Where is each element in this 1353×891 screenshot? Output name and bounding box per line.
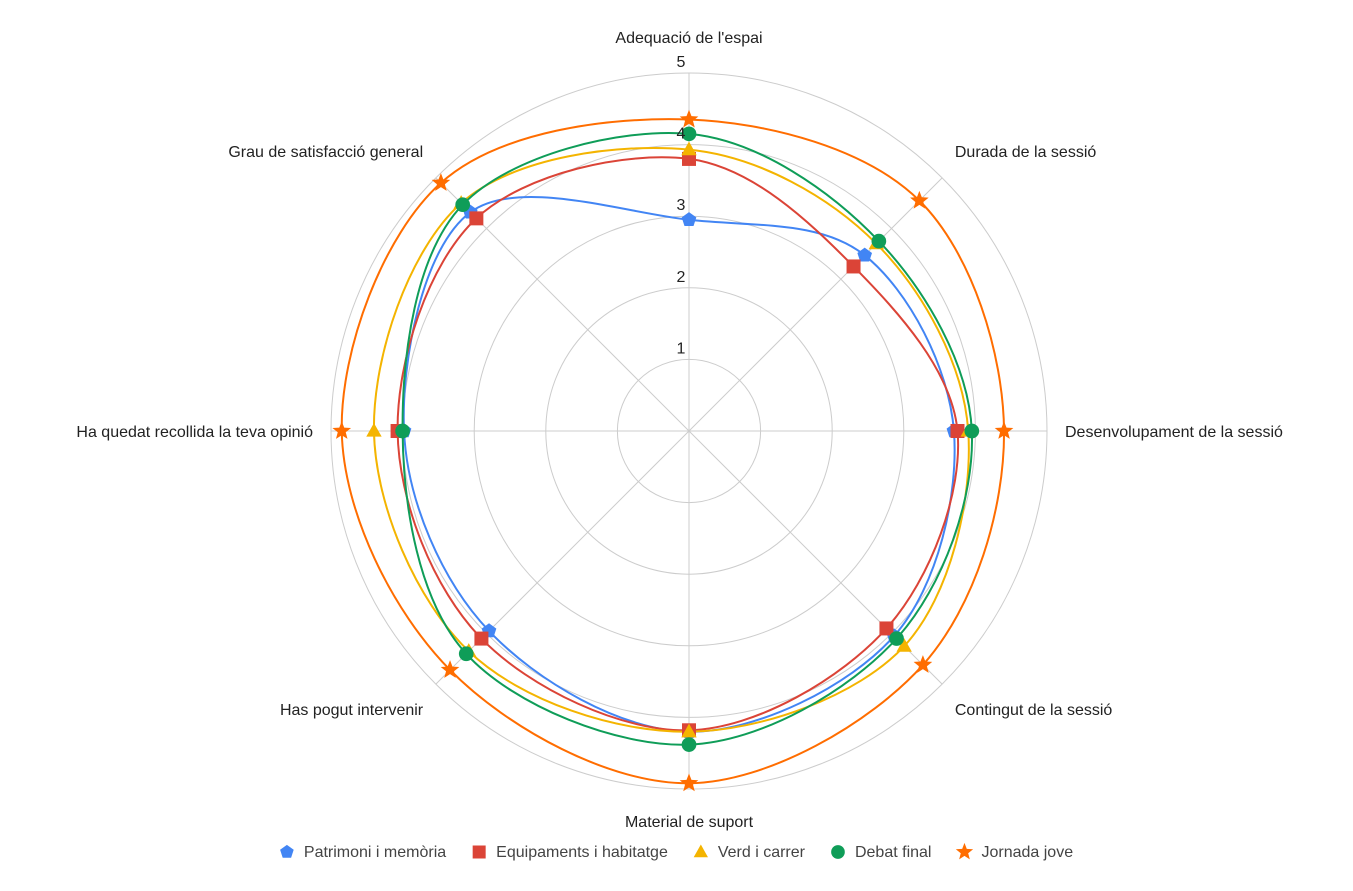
point-debat-final-adequacio-de-l-espai — [681, 126, 697, 142]
axis-label-adequacio-de-l-espai: Adequació de l'espai — [615, 30, 762, 47]
point-equipaments-i-habitatge-desenvolupament-de-la-sessio — [950, 424, 965, 438]
series-line-jornada-jove — [340, 118, 1006, 785]
axis-label-grau-de-satisfaccio-general: Grau de satisfacció general — [228, 144, 423, 161]
radial-tick-labels: 1 2 3 4 5 — [677, 54, 686, 357]
legend-item-patrimoni-i-memoria: Patrimoni i memòria — [280, 844, 446, 861]
legend-marker-equipaments-i-habitatge — [472, 845, 486, 859]
point-jornada-jove-contingut-de-la-sessio — [913, 655, 933, 673]
series-markers — [332, 109, 1014, 792]
point-patrimoni-i-memoria-durada-de-la-sessio — [857, 247, 873, 262]
series-line-verd-i-carrer — [372, 147, 970, 733]
point-equipaments-i-habitatge-contingut-de-la-sessio — [879, 621, 894, 636]
point-jornada-jove-material-de-suport — [679, 773, 699, 792]
point-verd-i-carrer-ha-quedat-recollida-la-teva-opinio — [366, 422, 382, 437]
legend-item-equipaments-i-habitatge: Equipaments i habitatge — [472, 844, 668, 861]
point-jornada-jove-durada-de-la-sessio — [910, 190, 929, 209]
legend-label-equipaments-i-habitatge: Equipaments i habitatge — [496, 844, 668, 861]
point-jornada-jove-has-pogut-intervenir — [440, 660, 460, 678]
legend-marker-jornada-jove — [955, 842, 974, 860]
axis-label-ha-quedat-recollida-la-teva-opinio: Ha quedat recollida la teva opinió — [76, 424, 313, 441]
point-debat-final-material-de-suport — [681, 737, 697, 752]
point-equipaments-i-habitatge-adequacio-de-l-espai — [682, 151, 696, 166]
axis-label-has-pogut-intervenir: Has pogut intervenir — [280, 702, 424, 719]
point-verd-i-carrer-material-de-suport — [681, 723, 697, 738]
point-patrimoni-i-memoria-adequacio-de-l-espai — [681, 212, 697, 227]
legend-label-debat-final: Debat final — [855, 844, 932, 861]
point-verd-i-carrer-contingut-de-la-sessio — [896, 638, 912, 652]
series-lines — [340, 118, 1006, 785]
tick-label-4: 4 — [677, 126, 686, 143]
point-equipaments-i-habitatge-grau-de-satisfaccio-general — [469, 211, 484, 226]
point-debat-final-contingut-de-la-sessio — [889, 631, 904, 646]
point-debat-final-has-pogut-intervenir — [458, 646, 474, 662]
point-jornada-jove-grau-de-satisfaccio-general — [431, 173, 451, 191]
axis-label-material-de-suport: Material de suport — [625, 814, 754, 831]
spoke-durada-de-la-sessio — [688, 177, 943, 432]
tick-label-3: 3 — [677, 197, 686, 214]
legend-marker-patrimoni-i-memoria — [280, 844, 294, 858]
legend-marker-verd-i-carrer — [693, 844, 708, 858]
legend-item-debat-final: Debat final — [831, 844, 931, 861]
tick-label-5: 5 — [677, 54, 686, 71]
point-debat-final-desenvolupament-de-la-sessio — [964, 423, 980, 439]
point-jornada-jove-adequacio-de-l-espai — [679, 109, 699, 128]
point-equipaments-i-habitatge-durada-de-la-sessio — [846, 259, 861, 274]
tick-label-2: 2 — [677, 269, 686, 286]
legend-item-verd-i-carrer: Verd i carrer — [693, 844, 806, 861]
axis-label-desenvolupament-de-la-sessio: Desenvolupament de la sessió — [1065, 424, 1283, 441]
legend-items: Patrimoni i memòria Equipaments i habitat… — [280, 842, 1073, 861]
legend-label-patrimoni-i-memoria: Patrimoni i memòria — [304, 844, 446, 861]
spoke-has-pogut-intervenir — [435, 430, 690, 685]
axis-label-contingut-de-la-sessio: Contingut de la sessió — [955, 702, 1113, 719]
legend-label-verd-i-carrer: Verd i carrer — [718, 844, 806, 861]
tick-label-1: 1 — [677, 340, 686, 357]
legend-item-jornada-jove: Jornada jove — [955, 842, 1073, 861]
point-verd-i-carrer-adequacio-de-l-espai — [681, 141, 697, 156]
legend-label-jornada-jove: Jornada jove — [981, 844, 1073, 861]
legend: Patrimoni i memòria Equipaments i habitat… — [280, 842, 1073, 861]
point-equipaments-i-habitatge-has-pogut-intervenir — [474, 631, 489, 646]
axis-labels: Adequació de l'espai Durada de la sessió D… — [76, 30, 1283, 831]
point-debat-final-ha-quedat-recollida-la-teva-opinio — [395, 423, 410, 439]
axis-label-durada-de-la-sessio: Durada de la sessió — [955, 144, 1097, 161]
legend-marker-debat-final — [831, 845, 845, 859]
point-jornada-jove-desenvolupament-de-la-sessio — [994, 421, 1014, 439]
point-debat-final-grau-de-satisfaccio-general — [455, 197, 471, 213]
point-debat-final-durada-de-la-sessio — [871, 233, 887, 249]
point-jornada-jove-ha-quedat-recollida-la-teva-opinio — [332, 421, 352, 439]
